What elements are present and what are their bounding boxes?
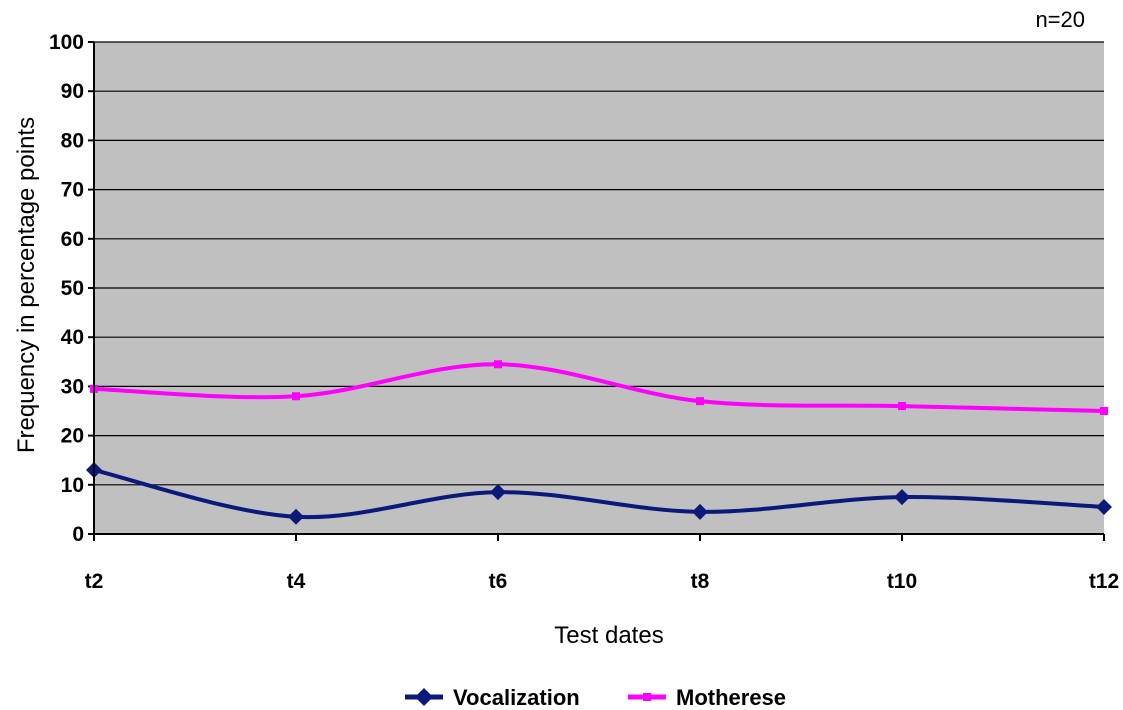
legend: Vocalization Motherese [405, 685, 786, 710]
x-axis-ticks: t2 t4 t6 t8 t10 t12 [85, 534, 1119, 593]
sample-size-note: n=20 [1035, 7, 1085, 32]
data-point-motherese [696, 397, 704, 406]
data-point-vocalization [288, 508, 304, 525]
y-tick-label: 100 [49, 31, 84, 54]
series-line-vocalization [93, 468, 1105, 520]
legend-label: Vocalization [453, 685, 580, 710]
y-tick-label: 20 [61, 425, 84, 448]
data-point-vocalization [490, 484, 506, 501]
data-point-motherese [494, 360, 502, 369]
y-tick-label: 60 [61, 228, 84, 251]
x-axis-title: Test dates [554, 622, 663, 649]
x-tick-label: t10 [887, 570, 917, 593]
y-tick-label: 80 [61, 129, 84, 152]
series-vocalization [86, 462, 1112, 525]
grid-lines [94, 41, 1104, 486]
x-tick-label: t12 [1089, 570, 1119, 593]
legend-marker [643, 693, 651, 701]
y-axis-title: Frequency in percentage points [13, 117, 40, 453]
x-tick-label: t4 [287, 570, 306, 593]
data-point-motherese [292, 392, 300, 401]
y-tick-label: 0 [72, 523, 84, 546]
data-point-vocalization [1096, 498, 1112, 515]
series-line-motherese [93, 362, 1105, 413]
data-point-motherese [1100, 407, 1108, 415]
data-point-vocalization [894, 489, 910, 506]
legend-item-vocalization: Vocalization [405, 685, 580, 710]
legend-marker [415, 688, 433, 706]
y-tick-label: 10 [61, 474, 84, 497]
legend-item-motherese: Motherese [628, 685, 786, 710]
data-point-vocalization [692, 503, 708, 520]
data-point-motherese [898, 402, 906, 411]
y-tick-label: 40 [61, 326, 84, 349]
y-tick-label: 90 [61, 80, 84, 103]
y-tick-label: 70 [61, 179, 84, 202]
y-tick-label: 30 [61, 375, 84, 398]
x-tick-label: t2 [85, 570, 104, 593]
series-layer [86, 360, 1112, 525]
y-tick-label: 50 [61, 277, 84, 300]
x-tick-label: t8 [691, 570, 710, 593]
x-tick-label: t6 [489, 570, 508, 593]
y-axis-ticks: 0 10 20 30 40 50 60 70 80 90 100 [49, 31, 94, 546]
legend-label: Motherese [676, 685, 786, 710]
